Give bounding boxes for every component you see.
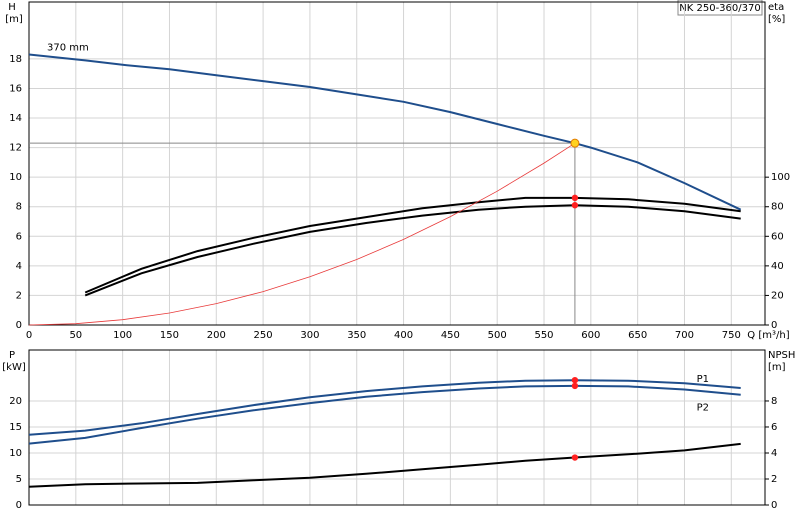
- y-axis-label: P: [9, 350, 15, 361]
- y2-axis-label: NPSH: [768, 350, 795, 361]
- x-tick-label: 750: [722, 330, 741, 341]
- y-tick-label: 20: [9, 396, 22, 407]
- y2-tick-label: 2: [771, 474, 777, 485]
- y-tick-label: 4: [16, 261, 22, 272]
- series-label: P2: [697, 403, 709, 414]
- y2-tick-label: 20: [771, 290, 784, 301]
- y2-tick-label: 4: [771, 448, 777, 459]
- x-tick-label: 350: [347, 330, 366, 341]
- y-tick-label: 12: [9, 143, 22, 154]
- y2-tick-label: 0: [771, 320, 777, 331]
- x-tick-label: 250: [254, 330, 273, 341]
- series-line: [84, 204, 741, 297]
- operating-dot: [571, 382, 579, 390]
- y-tick-label: 16: [9, 83, 22, 94]
- y-tick-label: 5: [16, 474, 22, 485]
- y2-tick-label: 8: [771, 396, 777, 407]
- operating-dot: [571, 376, 579, 384]
- x-tick-label: 0: [26, 330, 32, 341]
- x-tick-label: 550: [534, 330, 553, 341]
- series-line: [28, 442, 741, 488]
- y-axis-unit: [m]: [5, 14, 23, 25]
- x-tick-label: 700: [675, 330, 694, 341]
- operating-dot: [571, 194, 579, 202]
- x-tick-label: 50: [69, 330, 82, 341]
- x-tick-label: 650: [628, 330, 647, 341]
- y-tick-label: 15: [9, 422, 22, 433]
- y2-tick-label: 40: [771, 261, 784, 272]
- duty-point: [570, 138, 580, 148]
- x-tick-label: 500: [488, 330, 507, 341]
- x-tick-label: 400: [394, 330, 413, 341]
- x-tick-label: 150: [160, 330, 179, 341]
- chart-title: NK 250-360/370: [679, 3, 760, 14]
- series-label: 370 mm: [47, 42, 89, 53]
- plot-frame: [28, 1, 766, 326]
- y-tick-label: 8: [16, 202, 22, 213]
- operating-dot: [571, 454, 579, 461]
- y2-tick-label: 80: [771, 202, 784, 213]
- series-line: [28, 142, 576, 326]
- x-tick-label: 100: [113, 330, 132, 341]
- series-line: [28, 53, 742, 211]
- y2-axis-unit: [m]: [768, 362, 786, 373]
- series-line: [28, 379, 741, 436]
- x-axis-label: Q [m³/h]: [747, 330, 789, 341]
- y-tick-label: 14: [9, 113, 22, 124]
- y2-axis-label: eta: [768, 2, 784, 13]
- y-tick-label: 10: [9, 448, 22, 459]
- series-label: P1: [697, 374, 709, 385]
- y-axis-unit: [kW]: [2, 362, 26, 373]
- plot-frame: [28, 349, 766, 506]
- y2-tick-label: 0: [771, 500, 777, 511]
- x-tick-label: 300: [300, 330, 319, 341]
- x-tick-label: 600: [581, 330, 600, 341]
- y2-axis-unit: [%]: [768, 14, 785, 25]
- title-box: [677, 0, 763, 16]
- y-tick-label: 0: [16, 500, 22, 511]
- series-line: [28, 384, 741, 445]
- x-tick-label: 200: [207, 330, 226, 341]
- y-tick-label: 0: [16, 320, 22, 331]
- y-tick-label: 2: [16, 290, 22, 301]
- y2-tick-label: 6: [771, 422, 777, 433]
- y2-tick-label: 60: [771, 231, 784, 242]
- y2-tick-label: 100: [771, 172, 790, 183]
- y-axis-label: H: [8, 2, 16, 13]
- series-line: [84, 196, 741, 294]
- y-tick-label: 18: [9, 54, 22, 65]
- y-tick-label: 6: [16, 231, 22, 242]
- x-tick-label: 450: [441, 330, 460, 341]
- operating-dot: [571, 202, 579, 209]
- y-tick-label: 10: [9, 172, 22, 183]
